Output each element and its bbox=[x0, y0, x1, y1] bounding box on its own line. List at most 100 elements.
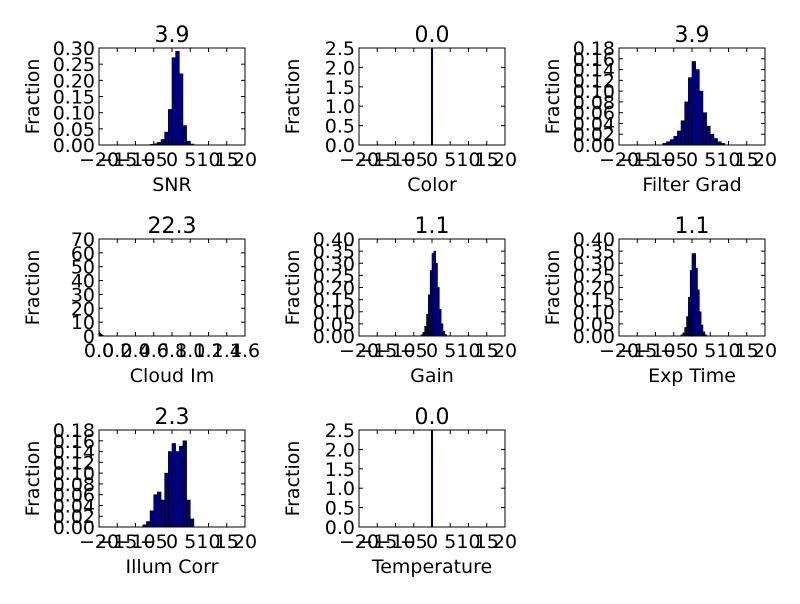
x-tick-label: −20 bbox=[599, 149, 639, 171]
y-tick-label: 0.35 bbox=[573, 241, 615, 263]
x-tick-label: 15 bbox=[735, 149, 759, 171]
histogram-bar bbox=[168, 451, 173, 528]
histogram-bar bbox=[695, 69, 700, 146]
x-tick-label: −15 bbox=[617, 149, 657, 171]
y-tick-label: 0.20 bbox=[53, 70, 95, 92]
histogram-bar bbox=[677, 130, 682, 146]
x-tick-label: 5 bbox=[444, 531, 456, 553]
y-tick-label: 0.05 bbox=[53, 119, 95, 141]
y-tick-label: 0.18 bbox=[53, 420, 95, 442]
x-tick-label: −20 bbox=[339, 340, 379, 362]
y-tick-label: 0.16 bbox=[573, 49, 615, 71]
y-tick-label: 0.40 bbox=[573, 229, 615, 251]
y-axis-label: Fraction bbox=[282, 250, 304, 326]
histogram-bar bbox=[175, 451, 180, 528]
x-axis-label: Gain bbox=[410, 365, 454, 387]
y-axis-label: Fraction bbox=[22, 250, 44, 326]
subplot-2: −20−15−10−50 5 1015200.00.51.01.52.02.50.0… bbox=[282, 23, 517, 196]
x-tick-label: −5 bbox=[660, 340, 688, 362]
histogram-bar bbox=[164, 131, 169, 146]
x-tick-label: −20 bbox=[599, 340, 639, 362]
y-tick-label: 0 bbox=[83, 326, 95, 348]
y-tick-label: 0.06 bbox=[53, 485, 95, 507]
histogram-bar bbox=[179, 445, 184, 528]
histogram-bar bbox=[673, 136, 678, 146]
x-tick-label: 10 bbox=[196, 149, 220, 171]
histogram-bar bbox=[182, 125, 187, 146]
y-tick-label: 0.10 bbox=[573, 81, 615, 103]
y-axis-label: Fraction bbox=[22, 59, 44, 135]
y-axis-label: Fraction bbox=[22, 441, 44, 517]
x-tick-label: 1.4 bbox=[212, 340, 242, 362]
x-tick-label: −15 bbox=[97, 531, 137, 553]
subplot-6: −20−15−10−50 5 1015200.000.050.100.150.200… bbox=[542, 214, 777, 387]
y-tick-label: 20 bbox=[71, 298, 95, 320]
x-tick-label: −20 bbox=[79, 531, 119, 553]
y-tick-label: 0.5 bbox=[325, 498, 355, 520]
histogram-bar bbox=[430, 47, 434, 146]
x-tick-label: 20 bbox=[493, 149, 517, 171]
y-tick-label: 0.06 bbox=[573, 103, 615, 125]
x-tick-label: −10 bbox=[115, 531, 155, 553]
x-tick-label: 15 bbox=[475, 531, 499, 553]
x-tick-label: 20 bbox=[753, 340, 777, 362]
x-tick-label: 1.6 bbox=[230, 340, 260, 362]
y-tick-label: 0.0 bbox=[325, 517, 355, 539]
histogram-bar bbox=[430, 429, 434, 528]
x-tick-label: 0 bbox=[426, 340, 438, 362]
y-tick-label: 0.08 bbox=[53, 474, 95, 496]
histogram-bar bbox=[189, 518, 195, 528]
histogram-bar bbox=[713, 138, 718, 146]
y-tick-label: 0.14 bbox=[53, 442, 95, 464]
y-tick-label: 0.08 bbox=[573, 92, 615, 114]
histogram-bar bbox=[171, 443, 176, 528]
histogram-bar bbox=[153, 494, 158, 528]
histogram-bar bbox=[182, 440, 187, 528]
y-tick-label: 1.5 bbox=[325, 77, 355, 99]
x-tick-label: −5 bbox=[660, 149, 688, 171]
y-tick-label: 2.0 bbox=[325, 57, 355, 79]
y-tick-label: 0.40 bbox=[313, 229, 355, 251]
x-tick-label: 5 bbox=[184, 149, 196, 171]
y-tick-label: 0.04 bbox=[573, 113, 615, 135]
subplot-title: 3.9 bbox=[675, 23, 710, 48]
subplot-7: −20−15−10−50 5 1015200.000.020.040.060.080… bbox=[22, 405, 257, 578]
x-tick-label: 20 bbox=[233, 149, 257, 171]
histogram-bar bbox=[179, 73, 184, 146]
y-tick-label: 1.5 bbox=[325, 459, 355, 481]
y-tick-label: 0.14 bbox=[573, 60, 615, 82]
subplot-title: 22.3 bbox=[148, 214, 197, 239]
histogram-bar bbox=[688, 77, 693, 146]
y-tick-label: 0.20 bbox=[313, 278, 355, 300]
x-tick-label: −15 bbox=[357, 340, 397, 362]
histogram-bar bbox=[164, 472, 169, 528]
x-tick-label: −15 bbox=[357, 531, 397, 553]
x-tick-label: 0.4 bbox=[120, 340, 150, 362]
x-tick-label: 20 bbox=[493, 340, 517, 362]
x-tick-label: −5 bbox=[400, 531, 428, 553]
x-tick-label: −20 bbox=[339, 531, 379, 553]
subplot-title: 1.1 bbox=[675, 214, 710, 239]
x-tick-label: −5 bbox=[400, 149, 428, 171]
x-tick-label: 10 bbox=[716, 340, 740, 362]
x-axis-label: Cloud Im bbox=[130, 365, 214, 387]
histogram-bar bbox=[709, 133, 715, 146]
y-tick-label: 0.10 bbox=[53, 463, 95, 485]
x-tick-label: −15 bbox=[357, 149, 397, 171]
x-tick-label: 5 bbox=[704, 149, 716, 171]
y-tick-label: 0.20 bbox=[573, 278, 615, 300]
subplot-title: 2.3 bbox=[155, 405, 190, 430]
x-tick-label: −20 bbox=[79, 149, 119, 171]
x-tick-label: 10 bbox=[456, 340, 480, 362]
y-tick-label: 10 bbox=[71, 312, 95, 334]
y-tick-label: 0.10 bbox=[313, 302, 355, 324]
y-axis-label: Fraction bbox=[542, 250, 564, 326]
x-tick-label: 0 bbox=[686, 340, 698, 362]
x-tick-label: −5 bbox=[140, 531, 168, 553]
histogram-bar bbox=[186, 499, 191, 528]
x-tick-label: 0.0 bbox=[84, 340, 114, 362]
x-tick-label: −5 bbox=[400, 340, 428, 362]
y-tick-label: 0.0 bbox=[325, 135, 355, 157]
y-tick-label: 0.18 bbox=[573, 38, 615, 60]
